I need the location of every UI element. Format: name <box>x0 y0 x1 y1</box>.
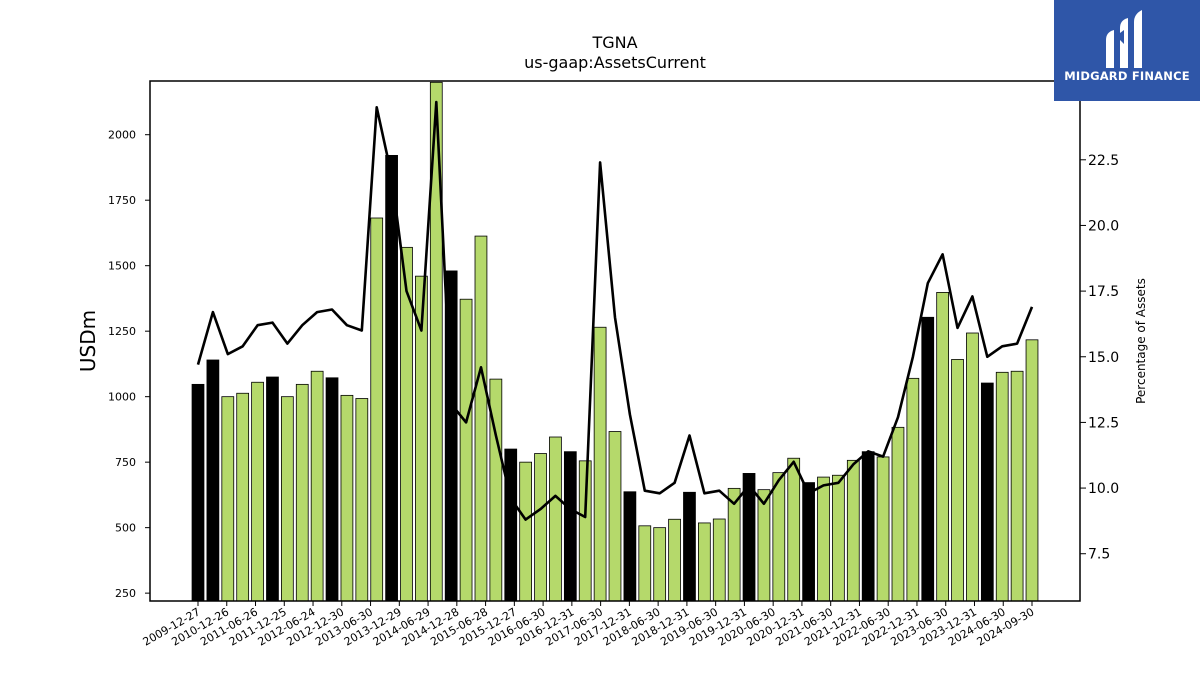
brand-name: MIDGARD FINANCE <box>1064 69 1190 83</box>
bar-quarterly <box>310 370 324 602</box>
bar-annual <box>623 491 637 602</box>
bar-annual <box>861 451 875 602</box>
bar-quarterly <box>340 394 354 602</box>
right-tick-label: 7.5 <box>1088 547 1110 563</box>
bar-annual <box>563 451 577 602</box>
bar-annual <box>325 377 339 602</box>
right-tick-label: 17.5 <box>1088 284 1119 300</box>
logo-mark-icon <box>1106 10 1142 68</box>
bar-quarterly <box>295 383 309 602</box>
x-axis-ticks: 2009-12-272010-12-262011-06-262011-12-25… <box>141 601 1037 649</box>
bars-group <box>191 81 1039 602</box>
bar-quarterly <box>832 474 845 602</box>
bar-quarterly <box>966 332 979 602</box>
right-tick-label: 22.5 <box>1088 153 1119 169</box>
bar-quarterly <box>608 431 622 602</box>
line-group <box>196 100 1034 521</box>
left-tick-label: 2000 <box>108 129 136 142</box>
brand-logo: MIDGARD FINANCE <box>1054 0 1200 101</box>
bar-annual <box>802 482 815 602</box>
bar-quarterly <box>772 472 786 602</box>
bar-quarterly <box>846 459 860 602</box>
bar-quarterly <box>578 460 592 602</box>
bar-quarterly <box>251 381 264 602</box>
bar-quarterly <box>906 377 920 602</box>
left-tick-label: 500 <box>115 522 136 535</box>
bar-annual <box>504 448 518 602</box>
right-tick-label: 12.5 <box>1088 415 1119 431</box>
bar-annual <box>385 154 398 602</box>
bar-quarterly <box>236 392 250 602</box>
bar-quarterly <box>355 398 369 602</box>
left-axis-ticks: 250 500 750 1000 1250 1500 1750 2000 <box>108 129 150 600</box>
right-tick-label: 15.0 <box>1088 350 1119 366</box>
bar-quarterly <box>280 396 294 602</box>
bar-quarterly <box>549 436 562 602</box>
right-axis-ticks: 7.5 10.0 12.5 15.0 17.5 20.0 22.5 <box>1080 153 1119 563</box>
bar-quarterly <box>712 518 726 602</box>
bar-quarterly <box>727 487 741 602</box>
left-tick-label: 1750 <box>108 194 136 207</box>
bar-quarterly <box>787 457 801 602</box>
right-tick-label: 10.0 <box>1088 481 1119 497</box>
bar-quarterly <box>817 476 830 602</box>
left-tick-label: 750 <box>115 456 136 469</box>
bar-quarterly <box>757 489 771 602</box>
bar-quarterly <box>519 461 533 602</box>
bar-quarterly <box>370 217 384 602</box>
bar-quarterly <box>638 525 652 602</box>
percentage-line <box>196 100 1034 521</box>
chart-title: TGNA <box>591 33 637 52</box>
bar-quarterly <box>221 396 235 602</box>
left-tick-label: 1250 <box>108 325 136 338</box>
right-tick-label: 20.0 <box>1088 218 1119 234</box>
bar-quarterly <box>459 298 473 602</box>
bar-annual <box>191 383 205 602</box>
bar-quarterly <box>474 235 488 602</box>
bar-annual <box>206 359 220 602</box>
bar-annual <box>980 382 994 602</box>
bar-annual <box>683 491 696 602</box>
left-tick-label: 1000 <box>108 391 136 404</box>
left-tick-label: 250 <box>115 587 136 600</box>
bar-quarterly <box>1010 370 1024 602</box>
y-axis-label: USDm <box>76 310 100 372</box>
y2-axis-label: Percentage of Assets <box>1134 278 1148 404</box>
bar-quarterly <box>891 426 905 602</box>
bar-quarterly <box>534 453 547 602</box>
bar-quarterly <box>668 518 681 602</box>
bar-quarterly <box>653 527 667 602</box>
bar-quarterly <box>951 359 964 602</box>
bar-quarterly <box>936 292 950 602</box>
bar-quarterly <box>995 371 1009 602</box>
chart-subtitle: us-gaap:AssetsCurrent <box>524 53 706 72</box>
bar-quarterly <box>593 326 607 602</box>
plot-frame <box>149 80 1081 602</box>
bar-annual <box>266 376 279 602</box>
bar-quarterly <box>876 456 890 602</box>
bar-quarterly <box>1025 339 1039 602</box>
left-tick-label: 1500 <box>108 260 136 273</box>
bar-annual <box>921 316 935 602</box>
bar-quarterly <box>698 522 711 602</box>
